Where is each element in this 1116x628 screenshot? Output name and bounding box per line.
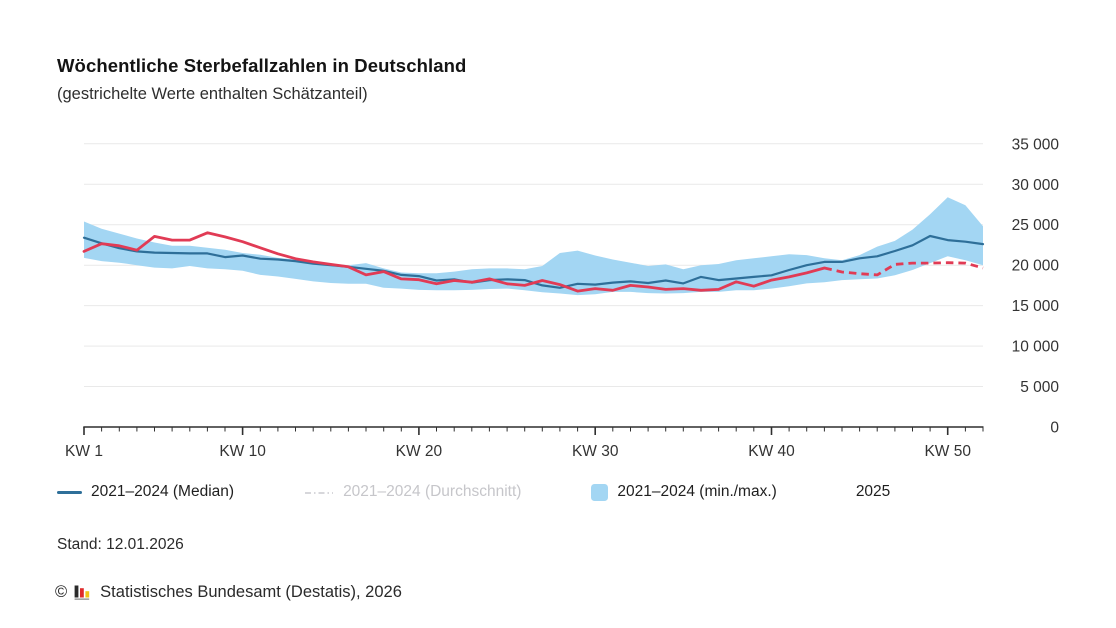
y-tick-label: 15 000 <box>1012 298 1060 315</box>
minmax-band <box>84 197 983 296</box>
x-tick-label: KW 10 <box>219 443 266 460</box>
line-2025-solid <box>82 231 826 293</box>
legend-marker-minmax <box>591 483 609 501</box>
legend-item-median[interactable]: 2021–2024 (Median) <box>57 483 234 501</box>
y-tick-label: 25 000 <box>1012 217 1060 234</box>
destatis-logo-icon <box>74 585 90 600</box>
legend-marker-durchschnitt <box>304 483 334 501</box>
chart-legend: 2021–2024 (Median) 2021–2024 (Durchschni… <box>57 483 890 501</box>
legend-marker-median <box>57 490 82 494</box>
chart-subtitle: (gestrichelte Werte enthalten Schätzante… <box>57 85 368 103</box>
copyright-symbol: © <box>55 583 68 601</box>
x-tick-label: KW 30 <box>572 443 619 460</box>
x-tick-label: KW 20 <box>396 443 443 460</box>
y-tick-label: 35 000 <box>1012 136 1060 153</box>
legend-item-durchschnitt[interactable]: 2021–2024 (Durchschnitt) <box>304 483 521 501</box>
y-tick-label: 20 000 <box>1012 258 1060 275</box>
line-2025-dashed <box>824 261 984 277</box>
legend-label-minmax: 2021–2024 (min./max.) <box>617 483 777 500</box>
stand-text: Stand: 12.01.2026 <box>57 536 184 553</box>
chart-title: Wöchentliche Sterbefallzahlen in Deutsch… <box>57 55 467 76</box>
y-tick-label: 5 000 <box>1020 379 1059 396</box>
y-tick-label: 30 000 <box>1012 177 1060 194</box>
x-tick-label: KW 50 <box>924 443 971 460</box>
x-tick-label: KW 1 <box>65 443 103 460</box>
footer: © Statistisches Bundesamt (Destatis), 20… <box>55 583 402 602</box>
legend-label-2025: 2025 <box>855 483 891 500</box>
legend-label-durchschnitt: 2021–2024 (Durchschnitt) <box>343 483 522 500</box>
legend-item-2025[interactable]: 2025 <box>847 483 890 501</box>
x-tick-label: KW 40 <box>748 443 795 460</box>
y-tick-label: 10 000 <box>1012 339 1060 356</box>
legend-item-minmax[interactable]: 2021–2024 (min./max.) <box>591 483 777 501</box>
y-tick-label: 0 <box>1050 420 1059 437</box>
source-text: Statistisches Bundesamt (Destatis), 2026 <box>100 583 402 601</box>
legend-label-median: 2021–2024 (Median) <box>91 483 235 500</box>
